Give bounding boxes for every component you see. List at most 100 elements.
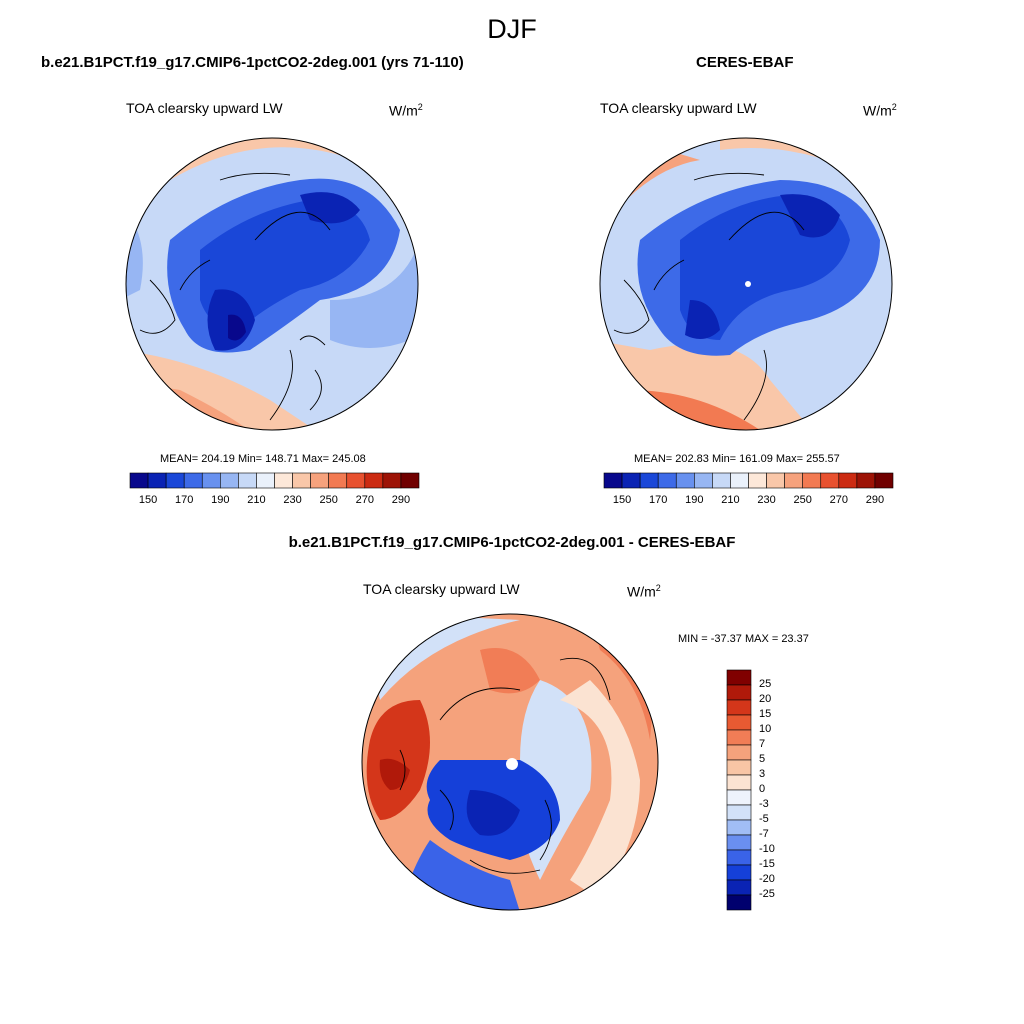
colorbar-swatch — [802, 472, 822, 489]
diff-colorbar-swatch — [726, 699, 752, 716]
colorbar-swatch — [603, 472, 623, 489]
colorbar-swatch — [183, 472, 203, 489]
diff-polar-map — [362, 614, 658, 910]
diff-colorbar-tick-label: -3 — [759, 798, 769, 810]
diff-colorbar-tick-label: 15 — [759, 708, 772, 720]
right-polar-map — [600, 138, 892, 430]
diff-colorbar-tick-label: 3 — [759, 768, 766, 780]
colorbar-tick-label: 170 — [649, 494, 668, 506]
left-colorbar — [129, 472, 420, 489]
colorbar-swatch — [238, 472, 257, 489]
right-stats: MEAN= 202.83 Min= 161.09 Max= 255.57 — [634, 453, 840, 465]
left-units-label: W/m2 — [389, 102, 423, 119]
colorbar-tick-label: 290 — [865, 494, 885, 506]
colorbar-swatch — [400, 472, 420, 489]
colorbar-swatch — [382, 472, 402, 489]
diff-variable-label: TOA clearsky upward LW — [363, 581, 520, 597]
colorbar-swatch — [292, 472, 311, 489]
diff-colorbar-tick-label: -7 — [759, 828, 769, 840]
diff-colorbar-swatch — [726, 789, 752, 806]
left-stats: MEAN= 204.19 Min= 148.71 Max= 245.08 — [160, 453, 366, 465]
diff-colorbar-swatch — [726, 834, 752, 851]
colorbar-swatch — [856, 472, 876, 489]
colorbar-tick-label: 250 — [793, 494, 812, 506]
diff-colorbar-tick-label: 10 — [759, 723, 772, 735]
diff-colorbar-tick-label: 0 — [759, 783, 766, 795]
diff-colorbar-tick-label: 25 — [759, 678, 772, 690]
colorbar-tick-label: 190 — [685, 494, 704, 506]
colorbar-swatch — [730, 472, 749, 489]
diff-colorbar-swatch — [726, 894, 752, 911]
figure-title: DJF — [487, 14, 537, 44]
diff-colorbar-swatch — [726, 669, 752, 686]
colorbar-tick-label: 170 — [175, 494, 194, 506]
colorbar-swatch — [274, 472, 293, 489]
diff-colorbar-swatch — [726, 849, 752, 866]
colorbar-tick-label: 270 — [829, 494, 848, 506]
colorbar-tick-label: 230 — [283, 494, 302, 506]
diff-colorbar-swatch — [726, 744, 752, 761]
colorbar-swatch — [748, 472, 767, 489]
colorbar-tick-label: 210 — [247, 494, 266, 506]
colorbar-swatch — [201, 472, 221, 489]
colorbar-swatch — [639, 472, 659, 489]
colorbar-swatch — [310, 472, 329, 489]
right-variable-label: TOA clearsky upward LW — [600, 100, 757, 116]
right-colorbar — [603, 472, 894, 489]
diff-colorbar-tick-label: -20 — [759, 873, 775, 885]
diff-colorbar-swatch — [726, 804, 752, 821]
right-units-label: W/m2 — [863, 102, 897, 119]
colorbar-tick-label: 230 — [757, 494, 776, 506]
right-map-border — [599, 137, 893, 431]
colorbar-swatch — [766, 472, 785, 489]
colorbar-swatch — [256, 472, 275, 489]
right-panel-title: CERES-EBAF — [696, 54, 794, 71]
diff-panel-title: b.e21.B1PCT.f19_g17.CMIP6-1pctCO2-2deg.0… — [288, 534, 736, 551]
colorbar-swatch — [820, 472, 840, 489]
left-variable-label: TOA clearsky upward LW — [126, 100, 283, 116]
colorbar-swatch — [129, 472, 149, 489]
colorbar-tick-label: 250 — [319, 494, 338, 506]
colorbar-swatch — [657, 472, 677, 489]
colorbar-swatch — [838, 472, 858, 489]
diff-units-label: W/m2 — [627, 583, 661, 600]
colorbar-swatch — [694, 472, 713, 489]
colorbar-swatch — [220, 472, 239, 489]
diff-colorbar-tick-label: -5 — [759, 813, 769, 825]
diff-colorbar — [726, 669, 752, 911]
diff-colorbar-swatch — [726, 759, 752, 776]
diff-colorbar-tick-label: -10 — [759, 843, 775, 855]
colorbar-tick-label: 210 — [721, 494, 740, 506]
diff-map-border — [361, 613, 659, 911]
left-polar-map — [126, 138, 418, 430]
diff-colorbar-swatch — [726, 774, 752, 791]
colorbar-tick-label: 150 — [612, 494, 632, 506]
colorbar-tick-label: 150 — [138, 494, 158, 506]
left-map-border — [125, 137, 419, 431]
colorbar-tick-label: 190 — [211, 494, 230, 506]
colorbar-tick-label: 290 — [391, 494, 411, 506]
left-panel-title: b.e21.B1PCT.f19_g17.CMIP6-1pctCO2-2deg.0… — [41, 54, 464, 71]
colorbar-swatch — [675, 472, 695, 489]
diff-colorbar-swatch — [726, 729, 752, 746]
colorbar-swatch — [346, 472, 366, 489]
diff-minmax: MIN = -37.37 MAX = 23.37 — [678, 633, 809, 645]
diff-colorbar-tick-label: -25 — [759, 888, 775, 900]
colorbar-swatch — [364, 472, 384, 489]
diff-colorbar-tick-label: -15 — [759, 858, 775, 870]
colorbar-swatch — [784, 472, 803, 489]
diff-colorbar-tick-label: 5 — [759, 753, 766, 765]
diff-colorbar-tick-label: 20 — [759, 693, 772, 705]
diff-colorbar-tick-label: 7 — [759, 738, 766, 750]
diff-colorbar-swatch — [726, 864, 752, 881]
colorbar-swatch — [328, 472, 348, 489]
diff-colorbar-swatch — [726, 819, 752, 836]
diff-colorbar-swatch — [726, 714, 752, 731]
diff-colorbar-swatch — [726, 684, 752, 701]
colorbar-swatch — [147, 472, 167, 489]
colorbar-swatch — [874, 472, 894, 489]
colorbar-swatch — [165, 472, 185, 489]
diff-colorbar-swatch — [726, 879, 752, 896]
colorbar-tick-label: 270 — [355, 494, 374, 506]
